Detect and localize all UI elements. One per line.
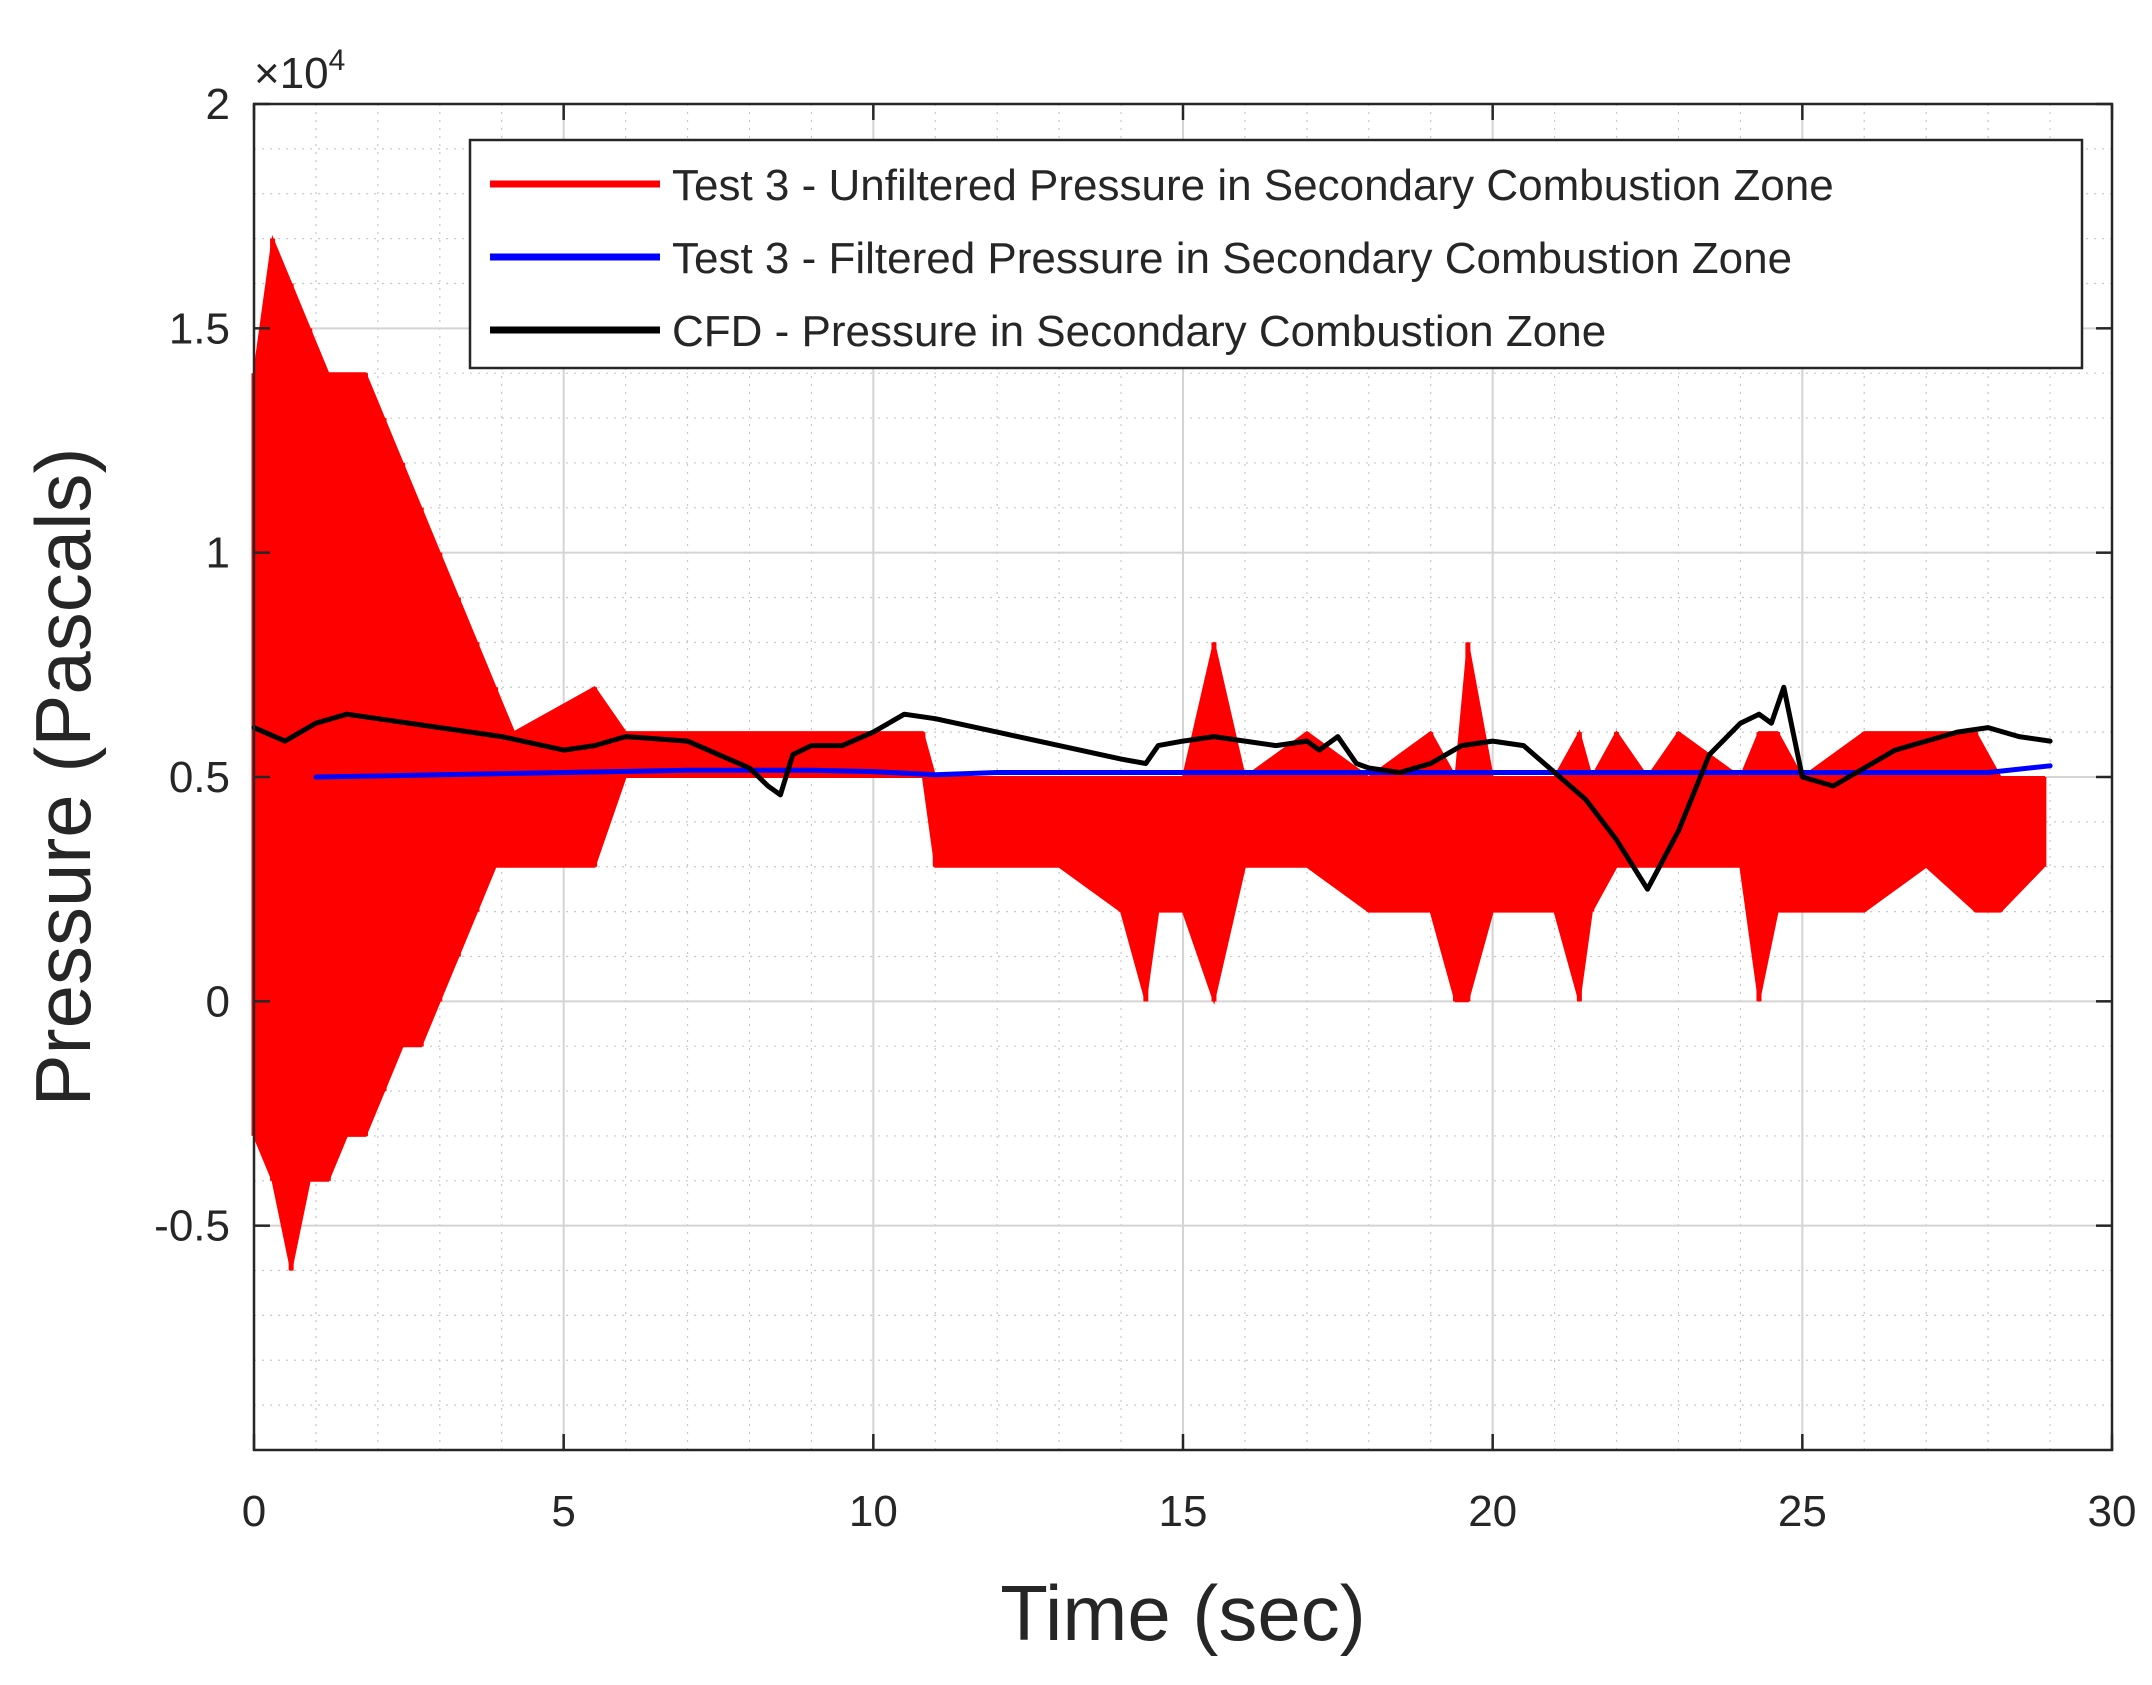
x-axis-label: Time (sec) — [1000, 1569, 1365, 1657]
ticks-layer: 0 5 10 15 20 25 30 -0.5 0 0.5 1 1.5 2 — [154, 80, 2136, 1536]
x-tick-label: 30 — [2088, 1487, 2137, 1536]
x-tick-label: 15 — [1159, 1487, 1208, 1536]
y-tick-label: 2 — [206, 80, 230, 129]
x-tick-label: 0 — [242, 1487, 266, 1536]
y-tick-label: 1.5 — [169, 304, 230, 353]
y-axis-label: Pressure (Pascals) — [19, 448, 107, 1107]
legend-label-2: CFD - Pressure in Secondary Combustion Z… — [672, 307, 1606, 356]
x-tick-label: 5 — [551, 1487, 575, 1536]
legend-label-0: Test 3 - Unfiltered Pressure in Secondar… — [672, 161, 1834, 210]
x-tick-label: 20 — [1468, 1487, 1517, 1536]
legend-box — [468, 138, 2084, 370]
y-tick-label: 0.5 — [169, 753, 230, 802]
y-tick-label: -0.5 — [154, 1202, 230, 1251]
y-tick-label: 0 — [206, 977, 230, 1026]
legend: Test 3 - Unfiltered Pressure in Secondar… — [468, 138, 2084, 370]
x-tick-label: 25 — [1778, 1487, 1827, 1536]
labels-layer: ×104 Time (sec) Pressure (Pascals) — [19, 44, 1366, 1657]
series-2-line — [251, 684, 2053, 892]
exponent-power: 4 — [329, 44, 346, 77]
x-tick-label: 10 — [849, 1487, 898, 1536]
exponent-label: ×104 — [254, 44, 345, 98]
y-tick-label: 1 — [206, 529, 230, 578]
legend-label-1: Test 3 - Filtered Pressure in Secondary … — [672, 234, 1792, 283]
exponent-base: ×10 — [254, 49, 329, 98]
